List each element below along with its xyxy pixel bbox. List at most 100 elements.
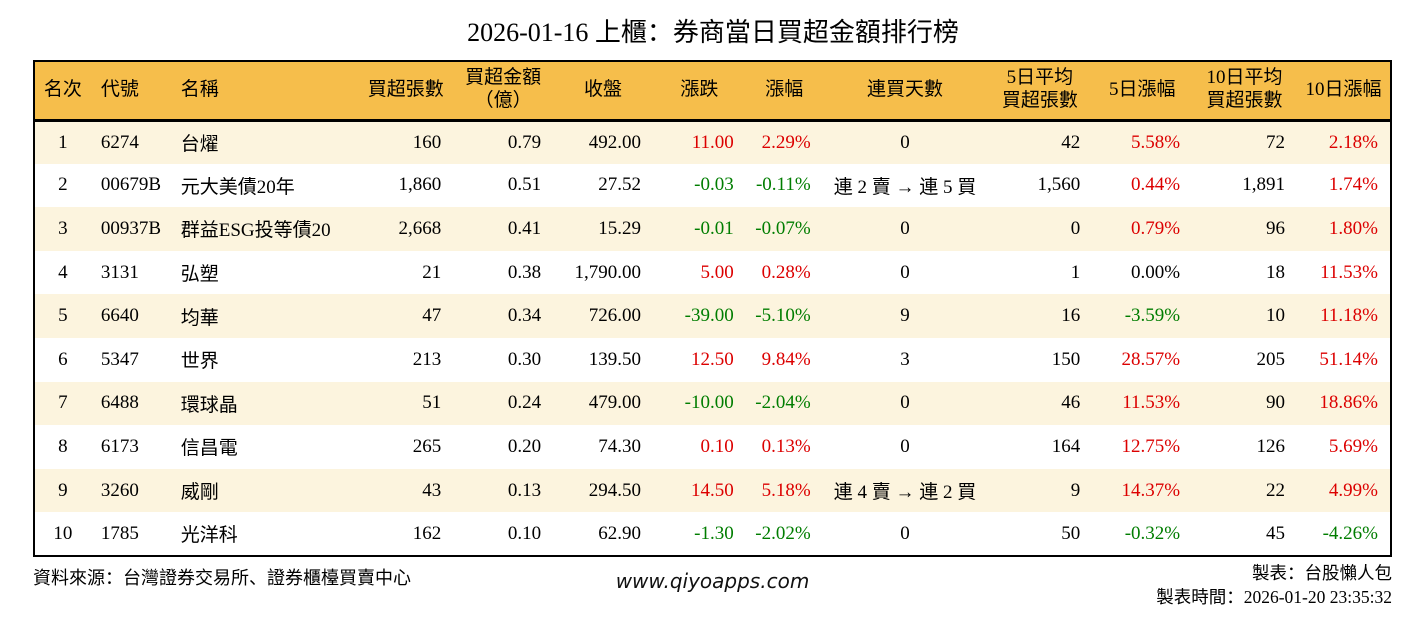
- cell-name: 世界: [180, 351, 219, 373]
- cell-rank: 4: [58, 261, 68, 283]
- cell-avg5: 150: [1051, 348, 1081, 370]
- cell-code: 00679B: [100, 174, 162, 196]
- cell-pct10: 2.18%: [1328, 131, 1378, 153]
- cell-pct5: 0.79%: [1131, 217, 1181, 239]
- cell-amt: 0.13: [507, 479, 542, 501]
- cell-pct10: 11.18%: [1320, 305, 1378, 327]
- cell-chg: -1.30: [694, 522, 734, 544]
- cell-rank: 6: [58, 348, 68, 370]
- cell-vol: 213: [412, 348, 442, 370]
- cell-pct5: 0.00%: [1131, 261, 1181, 283]
- cell-name: 信昌電: [180, 438, 238, 460]
- table-header-row: 名次 代號 名稱 買超張數 買超金額 （億） 收盤 漲跌 漲幅 連買天數 5日平均 買超張數 5日漲…: [34, 61, 1391, 122]
- cell-code: 1785: [100, 522, 139, 544]
- cell-name: 群益ESG投等債20: [180, 220, 331, 242]
- cell-avg10: 1,891: [1242, 174, 1285, 196]
- cell-rank: 1: [58, 131, 68, 153]
- cell-chg: 12.50: [691, 348, 734, 370]
- table-row: 3 00937B 群益ESG投等債20 2,668 0.41 15.29 -0.01 -0.0…: [34, 207, 1391, 251]
- table-row: 8 6173 信昌電 265 0.20 74.30 0.10 0.13% 0 164 12.75% 1…: [34, 425, 1391, 469]
- column-header-close: 收盤: [553, 61, 653, 122]
- cell-avg5: 16: [1061, 305, 1081, 327]
- cell-vol: 1,860: [398, 174, 442, 196]
- column-header-amt: 買超金額 （億）: [453, 61, 554, 122]
- cell-streak: 0: [900, 131, 910, 153]
- column-header-name: 名稱: [170, 61, 359, 122]
- cell-rank: 8: [58, 435, 68, 457]
- cell-vol: 21: [422, 261, 442, 283]
- cell-pct10: 18.86%: [1319, 392, 1378, 414]
- cell-chg: -0.03: [694, 174, 734, 196]
- cell-avg10: 22: [1266, 479, 1285, 501]
- column-header-chg: 漲跌: [652, 61, 746, 122]
- cell-streak: 0: [900, 392, 910, 414]
- cell-avg5: 1,560: [1037, 174, 1081, 196]
- cell-vol: 160: [412, 131, 442, 153]
- cell-code: 6488: [100, 392, 139, 414]
- table-row: 9 3260 威剛 43 0.13 294.50 14.50 5.18% 連 4 賣 → 連 2…: [34, 468, 1391, 513]
- cell-code: 6274: [100, 131, 139, 153]
- cell-streak: 3: [900, 348, 910, 370]
- cell-rank: 2: [58, 174, 68, 196]
- generated-time-line: 製表時間：2026-01-20 23:35:32: [1156, 586, 1392, 607]
- cell-close: 1,790.00: [574, 261, 641, 283]
- cell-code: 00937B: [100, 217, 162, 239]
- cell-amt: 0.34: [507, 305, 542, 327]
- cell-close: 139.50: [588, 348, 641, 370]
- cell-chg_pct: 0.13%: [761, 435, 811, 457]
- cell-close: 15.29: [598, 217, 641, 239]
- cell-avg10: 10: [1266, 305, 1285, 327]
- cell-amt: 0.30: [507, 348, 542, 370]
- table-row: 4 3131 弘塑 21 0.38 1,790.00 5.00 0.28% 0 1 0.00% 18 1…: [34, 250, 1391, 295]
- cell-name: 均華: [180, 307, 219, 329]
- cell-close: 294.50: [588, 479, 641, 501]
- cell-code: 6640: [100, 305, 139, 327]
- cell-avg10: 18: [1266, 261, 1285, 283]
- column-header-avg5: 5日平均 買超張數: [987, 61, 1093, 122]
- cell-streak: 0: [900, 435, 910, 457]
- cell-pct10: 4.99%: [1328, 479, 1378, 501]
- cell-close: 62.90: [598, 522, 641, 544]
- cell-streak: 連 4 賣 → 連 2 買: [833, 482, 977, 504]
- cell-rank: 9: [58, 479, 68, 501]
- cell-name: 環球晶: [180, 394, 238, 416]
- cell-streak: 連 2 賣 → 連 5 買: [833, 176, 977, 198]
- cell-chg: -10.00: [684, 392, 734, 414]
- cell-chg_pct: -0.07%: [755, 217, 811, 239]
- cell-amt: 0.10: [507, 522, 542, 544]
- cell-pct5: 11.53%: [1122, 392, 1181, 414]
- cell-avg5: 50: [1061, 522, 1081, 544]
- cell-rank: 5: [58, 305, 68, 327]
- page-title: 2026-01-16 上櫃：券商當日買超金額排行榜: [467, 18, 959, 47]
- cell-close: 479.00: [588, 392, 641, 414]
- cell-avg10: 205: [1256, 348, 1286, 370]
- cell-pct5: -0.32%: [1124, 522, 1181, 544]
- cell-avg10: 45: [1266, 522, 1285, 544]
- cell-amt: 0.51: [507, 174, 542, 196]
- table-row: 10 1785 光洋科 162 0.10 62.90 -1.30 -2.02% 0 50 -0.32…: [34, 512, 1391, 556]
- column-header-avg10: 10日平均 買超張數: [1192, 61, 1297, 122]
- cell-code: 5347: [100, 348, 139, 370]
- cell-avg10: 90: [1266, 392, 1285, 414]
- cell-chg: -39.00: [684, 305, 734, 327]
- cell-close: 27.52: [598, 174, 641, 196]
- cell-pct5: 12.75%: [1121, 435, 1181, 457]
- website-url: www.qiyoapps.com: [615, 568, 810, 593]
- cell-vol: 43: [422, 479, 442, 501]
- column-header-vol: 買超張數: [358, 61, 454, 122]
- cell-rank: 7: [58, 392, 68, 414]
- footer: 資料來源：台灣證券交易所、證券櫃檯買賣中心 www.qiyoapps.com 製…: [33, 561, 1392, 613]
- cell-vol: 51: [422, 392, 442, 414]
- credits: 製表：台股懶人包 製表時間：2026-01-20 23:35:32: [1156, 561, 1392, 609]
- cell-chg: -0.01: [694, 217, 734, 239]
- cell-pct5: 14.37%: [1121, 479, 1181, 501]
- cell-streak: 0: [900, 522, 910, 544]
- column-header-streak: 連買天數: [822, 61, 988, 122]
- cell-amt: 0.79: [507, 131, 542, 153]
- table-row: 2 00679B 元大美債20年 1,860 0.51 27.52 -0.03 -0.11% 連…: [34, 163, 1391, 208]
- cell-close: 726.00: [588, 305, 641, 327]
- cell-chg_pct: 5.18%: [761, 479, 811, 501]
- table-row: 7 6488 環球晶 51 0.24 479.00 -10.00 -2.04% 0 46 11.53…: [34, 381, 1391, 426]
- cell-rank: 10: [53, 522, 73, 544]
- table-header: 名次 代號 名稱 買超張數 買超金額 （億） 收盤 漲跌 漲幅 連買天數 5日平均 買超張數 5日漲…: [34, 61, 1391, 122]
